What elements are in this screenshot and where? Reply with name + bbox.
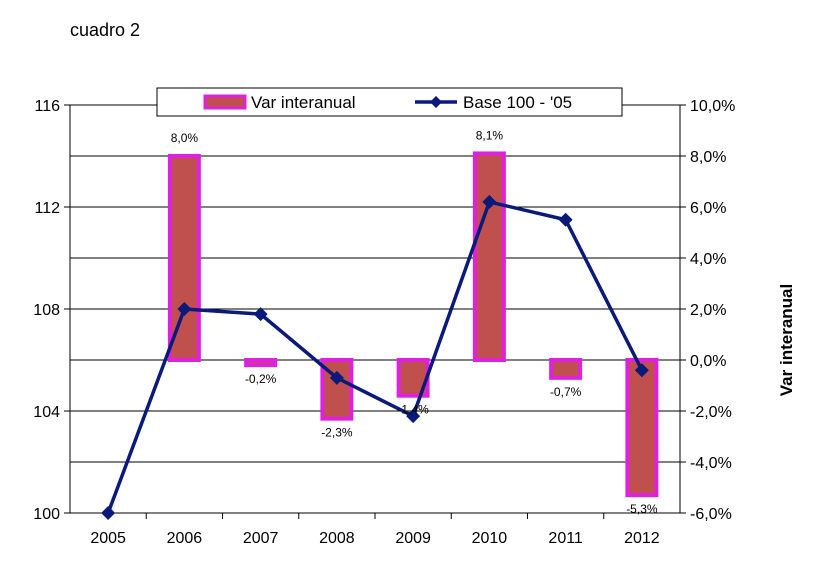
x-tick-label: 2011 xyxy=(548,530,583,547)
right-tick-label: 0,0% xyxy=(690,353,726,370)
line-series xyxy=(101,194,649,520)
data-label-2007: -0,2% xyxy=(245,372,277,386)
data-label-2008: -2,3% xyxy=(321,426,353,440)
data-label-2006: 8,0% xyxy=(171,131,199,145)
line-point-2011 xyxy=(558,212,573,227)
axes: 2005 2006 2007 2008 2009 2010 2011 2012 100 104 10… xyxy=(33,98,735,547)
bar-2008 xyxy=(320,358,354,421)
left-tick-label: 108 xyxy=(33,302,60,319)
bar-2007 xyxy=(244,358,278,368)
x-tick-label: 2009 xyxy=(395,530,431,547)
legend-swatch-marker xyxy=(430,96,442,108)
bar-2011 xyxy=(549,358,583,380)
right-tick-label: -4,0% xyxy=(690,455,732,472)
x-tick-label: 2005 xyxy=(90,530,126,547)
data-label-2011: -0,7% xyxy=(550,385,582,399)
right-tick-label: 4,0% xyxy=(690,251,726,268)
bar-2010 xyxy=(472,151,506,362)
left-tick-label: 116 xyxy=(34,98,60,115)
line-point-2005 xyxy=(101,506,116,520)
x-tick-label: 2007 xyxy=(243,530,279,547)
series-line-base100 xyxy=(106,200,644,514)
right-tick-label: 2,0% xyxy=(690,302,726,319)
data-labels: 8,0% -0,2% -2,3% -1,4% 8,1% -0,7% -5,3% xyxy=(171,128,658,516)
line-point-2006 xyxy=(177,302,192,316)
line-point-2010 xyxy=(482,194,497,209)
x-tick-label: 2008 xyxy=(319,530,355,547)
right-tick-label: -6,0% xyxy=(690,506,732,523)
left-tick-label: 100 xyxy=(33,506,60,523)
x-tick-label: 2012 xyxy=(624,530,660,547)
chart-caption: cuadro 2 xyxy=(70,20,141,40)
legend-label-bar: Var interanual xyxy=(251,93,356,112)
legend-swatch-bar xyxy=(203,94,247,110)
bar-2006 xyxy=(167,154,201,362)
right-axis-title: Var interanual xyxy=(777,284,796,396)
bar-series xyxy=(167,151,659,498)
gridlines xyxy=(70,104,680,514)
bar-2012 xyxy=(625,358,659,498)
data-label-2010: 8,1% xyxy=(476,128,504,142)
right-axis-title: Var interanual xyxy=(777,284,796,396)
legend: Var interanual Base 100 - '05 xyxy=(156,87,623,117)
data-label-2012: -5,3% xyxy=(626,502,658,516)
line-point-2012 xyxy=(634,363,649,378)
line-point-2007 xyxy=(253,307,268,322)
left-tick-label: 112 xyxy=(34,200,60,217)
right-tick-label: 6,0% xyxy=(690,200,726,217)
x-tick-label: 2006 xyxy=(167,530,203,547)
right-tick-label: 10,0% xyxy=(690,98,735,115)
legend-label-line: Base 100 - '05 xyxy=(463,93,572,112)
line-point-2009 xyxy=(406,409,421,424)
right-tick-label: -2,0% xyxy=(690,404,732,421)
right-tick-label: 8,0% xyxy=(690,149,726,166)
line-point-2008 xyxy=(329,370,344,385)
left-tick-label: 104 xyxy=(33,404,60,421)
data-label-2009: -1,4% xyxy=(397,403,429,417)
x-tick-label: 2010 xyxy=(472,530,508,547)
